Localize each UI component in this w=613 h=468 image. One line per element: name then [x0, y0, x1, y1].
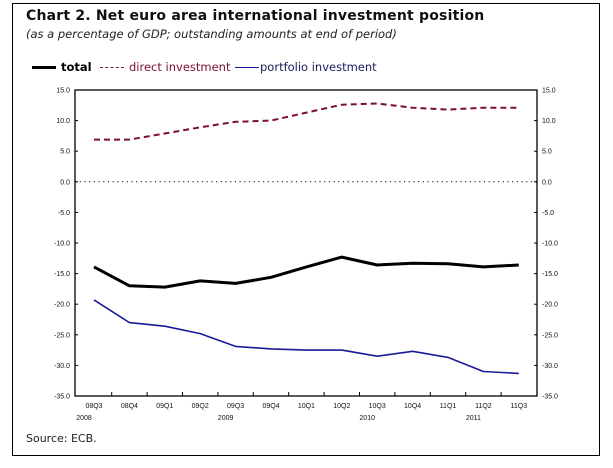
chart-subtitle: (as a percentage of GDP; outstanding amo… [26, 27, 397, 41]
y-tick-label-right: 0.0 [542, 179, 552, 186]
x-tick-label: 10Q4 [404, 403, 421, 410]
y-tick-label-right: 15.0 [542, 88, 556, 95]
x-tick-label: 09Q2 [192, 403, 209, 410]
y-tick-label-right: 10.0 [542, 118, 556, 125]
y-tick-label-right: -35.0 [542, 394, 558, 401]
legend-swatch-direct-investment [100, 66, 124, 68]
y-tick-label-left: -35.0 [54, 394, 70, 401]
legend-label-portfolio-investment: portfolio investment [260, 60, 377, 74]
x-tick-label: 08Q4 [121, 403, 138, 410]
legend-label-direct-investment: direct investment [129, 60, 231, 74]
y-tick-label-left: -10.0 [54, 241, 70, 248]
y-tick-label-right: -25.0 [542, 332, 558, 339]
x-tick-label: 10Q3 [369, 403, 386, 410]
legend-label-total: total [61, 60, 92, 74]
x-year-label: 2008 [76, 415, 92, 422]
y-tick-label-left: -30.0 [54, 363, 70, 370]
x-year-label: 2011 [466, 415, 481, 422]
x-year-label: 2010 [359, 415, 375, 422]
x-year-label: 2009 [218, 415, 234, 422]
x-tick-label: 09Q4 [262, 403, 279, 410]
y-tick-label-right: -5.0 [542, 210, 554, 217]
y-tick-label-left: -5.0 [58, 210, 70, 217]
y-tick-label-left: 10.0 [56, 118, 70, 125]
series-line-total [93, 255, 519, 289]
series-line-direct-investment [94, 102, 519, 141]
y-tick-label-left: 5.0 [60, 149, 70, 156]
x-tick-label: 09Q3 [227, 403, 244, 410]
y-tick-label-right: 5.0 [542, 149, 552, 156]
y-tick-label-right: -30.0 [542, 363, 558, 370]
x-tick-label: 11Q2 [475, 403, 492, 410]
series-line-portfolio-investment [93, 299, 519, 375]
x-tick-label: 11Q3 [510, 403, 527, 410]
source-note: Source: ECB. [26, 432, 97, 445]
x-tick-label: 10Q2 [333, 403, 350, 410]
y-tick-label-left: -15.0 [54, 271, 70, 278]
legend-swatch-total [32, 65, 56, 69]
y-tick-label-left: -25.0 [54, 332, 70, 339]
chart-title: Chart 2. Net euro area international inv… [26, 8, 485, 24]
legend-item-total: total [32, 59, 92, 75]
y-tick-label-left: -20.0 [54, 302, 70, 309]
y-tick-label-left: 15.0 [56, 88, 70, 95]
x-tick-label: 11Q1 [440, 403, 457, 410]
chart-frame [12, 3, 600, 456]
x-tick-label: 10Q1 [298, 403, 315, 410]
y-tick-label-right: -10.0 [542, 241, 558, 248]
y-tick-label-right: -20.0 [542, 302, 558, 309]
legend-item-direct-investment: direct investment [100, 59, 230, 75]
x-tick-label: 08Q3 [85, 403, 102, 410]
legend-item-portfolio-investment: portfolio investment [235, 59, 377, 75]
y-tick-label-right: -15.0 [542, 271, 558, 278]
x-tick-label: 09Q1 [156, 403, 173, 410]
y-tick-label-left: 0.0 [60, 179, 70, 186]
legend-swatch-portfolio-investment [235, 66, 259, 68]
